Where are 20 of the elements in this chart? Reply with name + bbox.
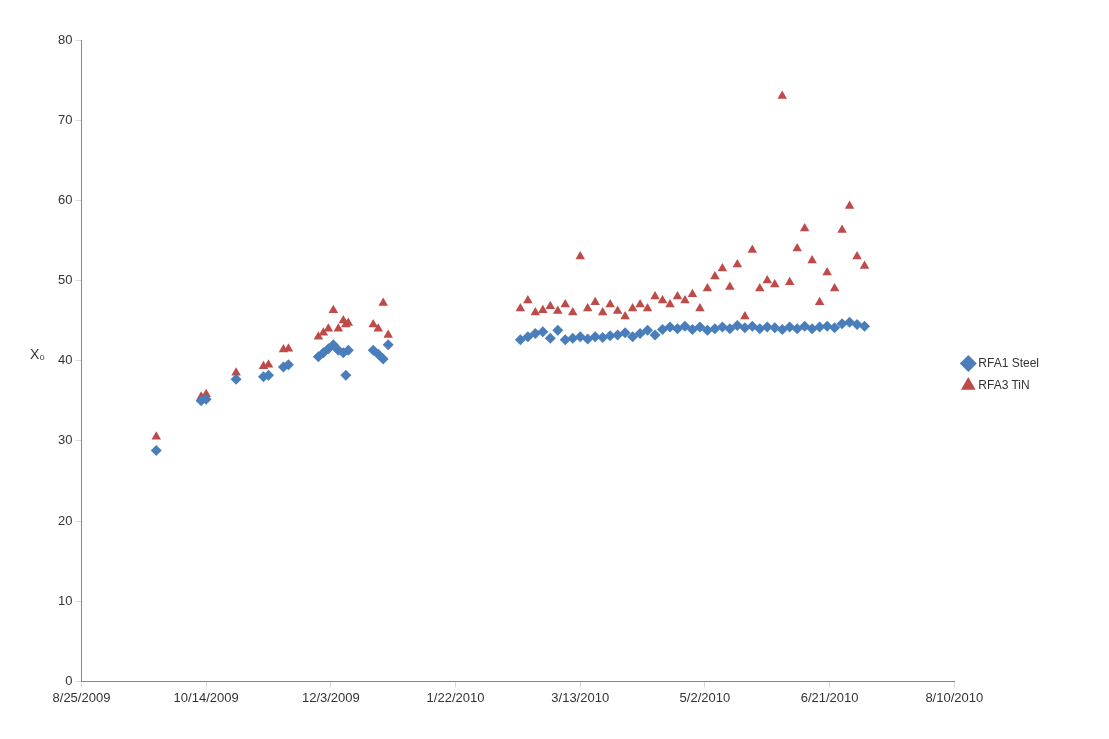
legend-label: RFA1 Steel — [978, 355, 1040, 370]
y-tick-label: 0 — [65, 672, 73, 688]
x-tick-label: 3/13/2010 — [551, 689, 610, 705]
x-tick-label: 6/21/2010 — [800, 689, 859, 705]
legend-label: RFA3 TiN — [978, 377, 1030, 392]
x-tick-label: 8/25/2009 — [52, 689, 111, 705]
y-tick-label: 60 — [57, 191, 73, 207]
x-tick-label: 1/22/2010 — [426, 689, 485, 705]
y-tick-label: 70 — [57, 111, 73, 127]
y-tick-label: 40 — [57, 352, 73, 368]
x-tick-label: 8/10/2010 — [925, 689, 984, 705]
y-tick-label: 10 — [57, 592, 73, 608]
y-tick-label: 20 — [57, 512, 73, 528]
x-tick-label: 10/14/2009 — [173, 689, 239, 705]
y-tick-label: 50 — [57, 272, 73, 288]
x-tick-label: 5/2/2010 — [679, 689, 731, 705]
y-tick-label: 80 — [57, 31, 73, 47]
y-axis-title: X₀ — [30, 346, 46, 362]
x-tick-label: 12/3/2009 — [301, 689, 360, 705]
y-tick-label: 30 — [57, 432, 73, 448]
